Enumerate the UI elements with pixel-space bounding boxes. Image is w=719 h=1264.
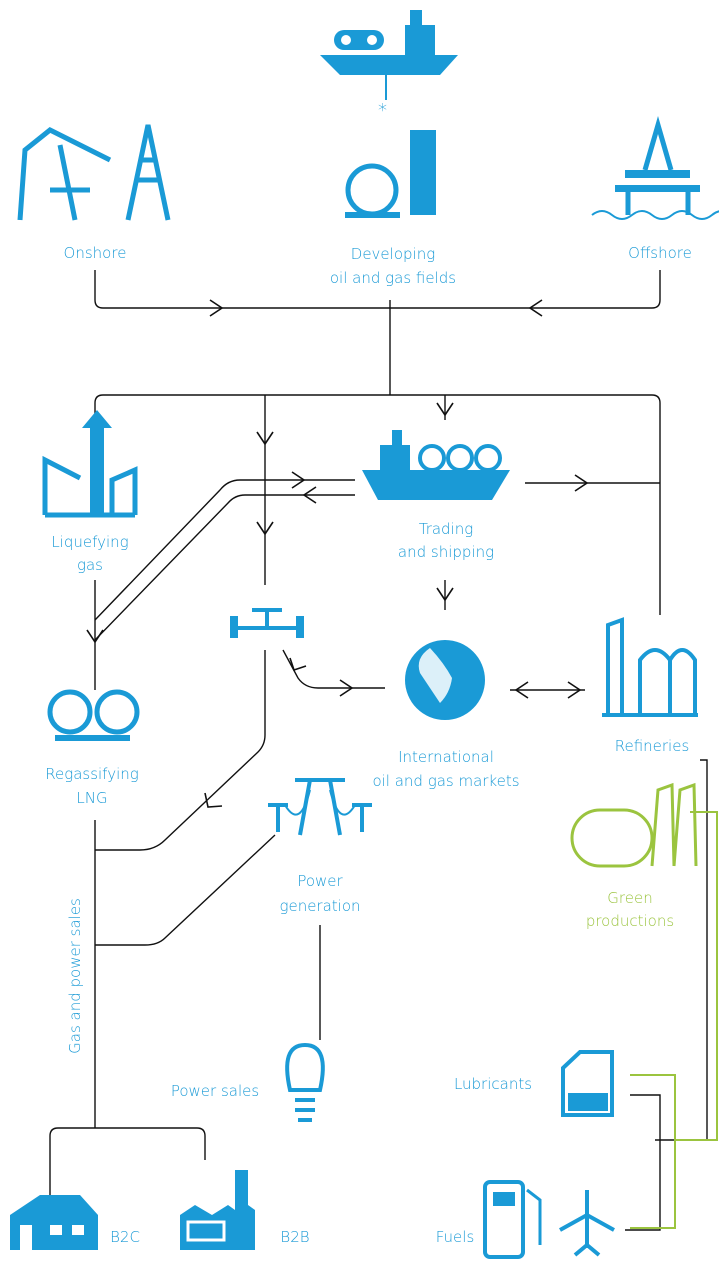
label: gas (77, 556, 103, 574)
label: oil and gas markets (372, 772, 519, 790)
icon-regassifying (47, 689, 140, 741)
icon-bulb (285, 1042, 325, 1122)
arrowheads (86, 299, 589, 808)
icon-onshore (17, 124, 171, 221)
label: generation (279, 897, 360, 915)
icon-liquefying (42, 410, 138, 518)
icon-refineries (602, 617, 698, 717)
labels: Onshore Developing oil and gas fields Of… (45, 244, 692, 1246)
connectors (49, 270, 718, 1231)
label: B2C (110, 1228, 140, 1246)
label: LNG (76, 789, 107, 807)
label: oil and gas fields (330, 269, 456, 287)
label: Fuels (436, 1228, 475, 1246)
label: Offshore (628, 244, 692, 262)
label: productions (586, 912, 674, 930)
icon-tanks (345, 130, 436, 218)
icon-offshore (591, 115, 719, 220)
label: Power (297, 872, 343, 890)
icon-ship-rig: * (320, 10, 458, 121)
icon-globe (405, 640, 485, 720)
icon-b2b (180, 1170, 255, 1250)
label: Liquefying (51, 533, 128, 551)
label: Developing (351, 245, 435, 263)
label: and shipping (398, 543, 494, 561)
label: Onshore (64, 244, 127, 262)
label: Refineries (615, 737, 690, 755)
label: Power sales (171, 1082, 259, 1100)
label: Lubricants (454, 1075, 532, 1093)
label: International (398, 748, 494, 766)
label: Trading (419, 520, 474, 538)
label: Regassifying (45, 765, 139, 783)
icon-b2c (10, 1195, 98, 1250)
label: B2B (280, 1228, 309, 1246)
icon-lubricants (561, 1050, 614, 1117)
label: Green (607, 889, 652, 907)
svg-text:*: * (378, 100, 387, 121)
icon-power-generation (268, 778, 372, 836)
icon-green (570, 782, 698, 868)
icon-fuels (483, 1180, 615, 1259)
icon-trading-ship (362, 430, 510, 500)
icon-valve (230, 608, 304, 638)
label: Gas and power sales (66, 898, 84, 1054)
